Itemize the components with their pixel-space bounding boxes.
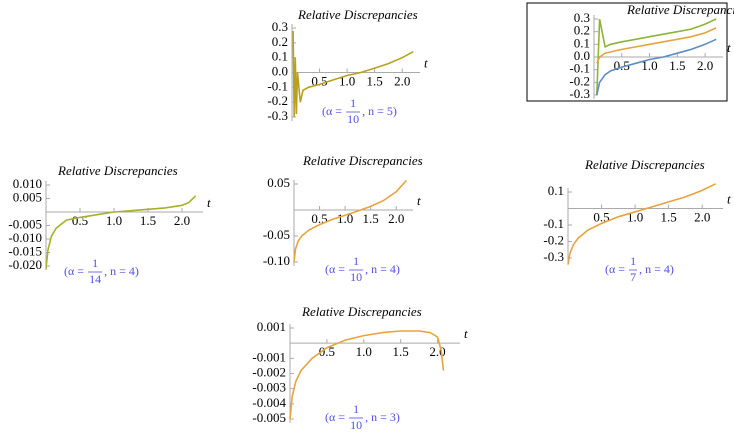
series-line bbox=[596, 18, 717, 96]
y-tick-label: 0.1 bbox=[272, 49, 288, 64]
x-tick-label: 1.5 bbox=[363, 211, 379, 226]
x-tick-label: 1.5 bbox=[661, 209, 677, 224]
x-tick-label: 1.5 bbox=[140, 213, 156, 228]
y-tick-label: 0.2 bbox=[272, 34, 288, 49]
x-tick-label: 1.5 bbox=[367, 73, 383, 88]
y-tick-label: 0.001 bbox=[257, 319, 286, 334]
y-tick-label: 0.010 bbox=[13, 176, 42, 191]
series-line bbox=[596, 38, 717, 96]
x-axis-label: t bbox=[417, 193, 421, 208]
annotation-lhs: (α = bbox=[322, 104, 342, 118]
x-tick-label: 0.5 bbox=[593, 209, 609, 224]
x-tick-label: 1.5 bbox=[393, 344, 409, 359]
y-tick-label: -0.1 bbox=[543, 216, 564, 231]
y-tick-label: -0.2 bbox=[543, 232, 564, 247]
annotation-lhs: (α = bbox=[325, 262, 345, 276]
y-tick-label: -0.015 bbox=[8, 243, 42, 258]
chart-title: Relative Discrepancies bbox=[57, 163, 178, 178]
x-tick-label: 0.5 bbox=[319, 344, 335, 359]
annotation-rest: , n = 4) bbox=[639, 262, 674, 276]
series-line bbox=[292, 30, 414, 118]
y-tick-label: 0.0 bbox=[272, 63, 288, 78]
y-tick-label: -0.1 bbox=[267, 78, 288, 93]
annotation-denominator: 14 bbox=[89, 272, 101, 286]
x-tick-label: 1.0 bbox=[337, 211, 353, 226]
y-tick-label: -0.3 bbox=[543, 249, 564, 264]
annotation-rest: , n = 4) bbox=[104, 264, 139, 278]
series-line bbox=[596, 27, 717, 64]
y-tick-label: -0.003 bbox=[252, 380, 286, 395]
series-line bbox=[567, 183, 716, 265]
series-line bbox=[293, 179, 407, 263]
x-tick-label: 2.0 bbox=[429, 344, 445, 359]
x-tick-label: 1.5 bbox=[669, 58, 685, 73]
y-tick-label: -0.2 bbox=[267, 93, 288, 108]
inset-frame bbox=[526, 2, 728, 102]
x-tick-label: 1.0 bbox=[641, 58, 657, 73]
y-tick-label: 0.3 bbox=[574, 10, 590, 25]
y-tick-label: 0.1 bbox=[574, 35, 590, 50]
annotation-lhs: (α = bbox=[64, 264, 84, 278]
chart-title: Relative Discrepancies bbox=[301, 304, 422, 319]
y-tick-label: -0.010 bbox=[8, 230, 42, 245]
x-axis-label: t bbox=[464, 326, 468, 341]
y-tick-label: -0.1 bbox=[569, 61, 590, 76]
annotation-numerator: 1 bbox=[353, 254, 359, 268]
y-tick-label: 0.05 bbox=[267, 175, 290, 190]
x-tick-label: 2.0 bbox=[394, 73, 410, 88]
x-tick-label: 2.0 bbox=[388, 211, 404, 226]
annotation-rest: , n = 5) bbox=[362, 104, 397, 118]
annotation-denominator: 10 bbox=[350, 270, 362, 284]
annotation-numerator: 1 bbox=[630, 254, 636, 268]
series-line bbox=[289, 330, 445, 420]
y-tick-label: 0.3 bbox=[272, 19, 288, 34]
x-tick-label: 0.5 bbox=[311, 211, 327, 226]
y-tick-label: 0.2 bbox=[574, 23, 590, 38]
y-tick-label: -0.001 bbox=[252, 349, 286, 364]
series-line bbox=[45, 195, 197, 269]
annotation-numerator: 1 bbox=[92, 256, 98, 270]
x-tick-label: 1.0 bbox=[356, 344, 372, 359]
y-tick-label: -0.020 bbox=[8, 257, 42, 272]
annotation-numerator: 1 bbox=[353, 402, 359, 416]
y-tick-label: -0.004 bbox=[252, 395, 286, 410]
y-tick-label: -0.2 bbox=[569, 73, 590, 88]
x-tick-label: 2.0 bbox=[694, 209, 710, 224]
annotation-numerator: 1 bbox=[350, 96, 356, 110]
chart-title: Relative Discrepancies bbox=[302, 153, 423, 168]
y-tick-label: 0.005 bbox=[13, 189, 42, 204]
x-axis-label: t bbox=[727, 191, 731, 206]
y-tick-label: -0.002 bbox=[252, 364, 286, 379]
x-tick-label: 2.0 bbox=[697, 58, 713, 73]
y-tick-label: -0.005 bbox=[8, 216, 42, 231]
annotation-denominator: 10 bbox=[347, 112, 359, 126]
y-tick-label: -0.3 bbox=[267, 108, 288, 123]
x-tick-label: 2.0 bbox=[174, 213, 190, 228]
x-axis-label: t bbox=[424, 55, 428, 70]
chart-title: Relative Discrepancies bbox=[584, 157, 705, 172]
chart-title: Relative Discrepancies (shifted) bbox=[626, 2, 734, 17]
annotation-rest: , n = 4) bbox=[365, 262, 400, 276]
annotation-rest: , n = 3) bbox=[365, 410, 400, 424]
annotation-denominator: 7 bbox=[630, 270, 636, 284]
y-tick-label: -0.05 bbox=[263, 227, 290, 242]
chart-title: Relative Discrepancies bbox=[297, 7, 418, 22]
annotation-lhs: (α = bbox=[605, 262, 625, 276]
y-tick-label: 0.0 bbox=[574, 48, 590, 63]
y-tick-label: -0.3 bbox=[569, 86, 590, 101]
y-tick-label: -0.005 bbox=[252, 410, 286, 425]
annotation-denominator: 10 bbox=[350, 418, 362, 432]
y-tick-label: -0.10 bbox=[263, 253, 290, 268]
x-tick-label: 1.0 bbox=[106, 213, 122, 228]
y-tick-label: 0.1 bbox=[548, 183, 564, 198]
x-axis-label: t bbox=[207, 195, 211, 210]
x-tick-label: 0.5 bbox=[72, 213, 88, 228]
x-axis-label: t bbox=[727, 40, 731, 55]
annotation-lhs: (α = bbox=[325, 410, 345, 424]
